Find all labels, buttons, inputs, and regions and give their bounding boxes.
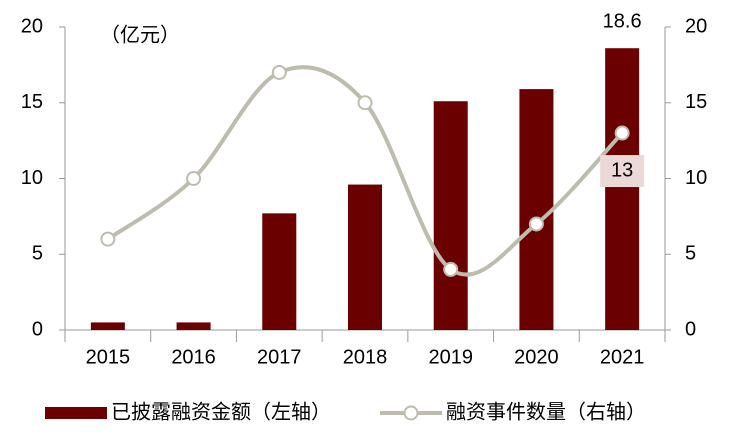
x-tick-label: 2015 <box>86 346 131 368</box>
unit-annotation: （亿元） <box>100 23 180 46</box>
legend-swatch <box>45 407 107 419</box>
y2-tick-label: 20 <box>685 15 707 37</box>
bar <box>519 89 554 331</box>
x-tick-label: 2019 <box>428 346 473 368</box>
legend-label: 融资事件数量（右轴） <box>446 400 646 423</box>
data-label: 13 <box>611 159 633 181</box>
y2-tick-label: 10 <box>685 167 707 189</box>
line-marker <box>614 125 630 141</box>
line-marker <box>271 64 287 80</box>
line-marker <box>443 261 459 277</box>
y-tick-label: 5 <box>32 243 43 265</box>
line-marker <box>357 95 373 111</box>
line-marker <box>528 216 544 232</box>
line-marker <box>186 171 202 186</box>
bar <box>176 322 211 330</box>
y-tick-label: 20 <box>21 15 43 37</box>
x-tick-label: 2018 <box>343 346 388 368</box>
legend-label: 已披露融资金额（左轴） <box>111 400 331 423</box>
line-marker <box>100 231 116 247</box>
x-tick-label: 2017 <box>257 346 302 368</box>
y2-tick-label: 15 <box>685 91 707 113</box>
bar <box>605 48 640 331</box>
bar <box>90 322 125 330</box>
legend-marker <box>403 405 419 421</box>
bar <box>348 184 382 330</box>
x-tick-label: 2020 <box>514 346 559 368</box>
y-tick-label: 0 <box>32 318 43 340</box>
bar <box>433 101 468 330</box>
data-label-box <box>600 155 645 188</box>
y2-tick-label: 5 <box>685 243 696 265</box>
y-tick-label: 10 <box>21 167 43 189</box>
x-tick-label: 2021 <box>600 346 645 368</box>
y2-tick-label: 0 <box>685 318 696 340</box>
data-label: 18.6 <box>603 10 642 32</box>
y-tick-label: 15 <box>21 91 43 113</box>
bar <box>262 213 297 330</box>
x-tick-label: 2016 <box>171 346 216 368</box>
